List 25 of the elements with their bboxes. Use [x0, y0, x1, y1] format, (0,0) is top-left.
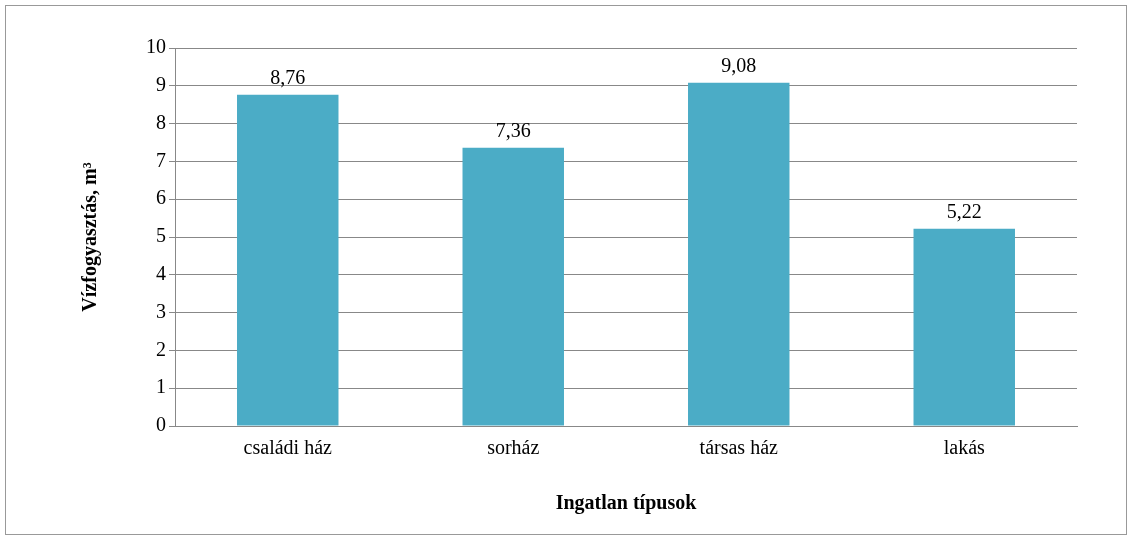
y-tick-label: 3: [156, 299, 166, 322]
y-axis-title: Vízfogyasztás, m³: [78, 162, 102, 312]
y-tick-label: 0: [156, 413, 166, 436]
data-label: 9,08: [721, 54, 757, 77]
y-tick-label: 4: [156, 262, 166, 285]
y-tick-label: 5: [156, 224, 166, 247]
x-tick-label: lakás: [943, 436, 986, 459]
y-tick-label: 9: [156, 73, 166, 96]
y-tick-label: 8: [156, 110, 166, 133]
bar: [688, 82, 790, 426]
bar: [913, 228, 1015, 426]
x-axis-title: Ingatlan típusok: [555, 491, 698, 515]
x-tick-label: családi ház: [243, 436, 333, 459]
data-label: 7,36: [495, 119, 531, 142]
y-tick-label: 10: [146, 35, 166, 58]
y-tick-label: 7: [156, 148, 166, 171]
data-label: 8,76: [270, 66, 306, 89]
y-tick-label: 2: [156, 337, 166, 360]
bar: [462, 147, 564, 426]
y-tick-label: 6: [156, 186, 166, 209]
x-tick-label: sorház: [487, 436, 540, 459]
data-label: 5,22: [946, 199, 982, 222]
x-tick-label: társas ház: [699, 436, 779, 459]
bar: [237, 94, 339, 426]
y-tick-label: 1: [156, 375, 166, 398]
